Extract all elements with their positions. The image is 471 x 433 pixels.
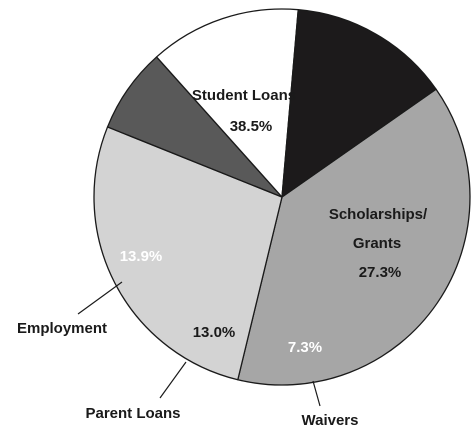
student-loans-name-label: Student Loans (192, 87, 296, 104)
employment-value-label: 13.9% (120, 248, 163, 265)
parent-loans-name-label: Parent Loans (85, 405, 180, 422)
pie-slices (93, 8, 471, 386)
pie-slice-parent-loans (155, 8, 299, 198)
pie-slice-student-loans (237, 88, 471, 386)
employment-leader-line (77, 281, 123, 315)
employment-name-label: Employment (17, 320, 107, 337)
scholarships-name-label-line1: Scholarships/ (329, 206, 428, 223)
pie-slice-employment (281, 9, 437, 198)
scholarships-value-label: 27.3% (359, 264, 402, 281)
waivers-leader-line (312, 380, 321, 407)
waivers-name-label: Waivers (302, 412, 359, 429)
parent-loans-leader-line (159, 361, 187, 399)
scholarships-name-label-line2: Grants (353, 235, 401, 252)
parent-loans-value-label: 13.0% (193, 324, 236, 341)
waivers-value-label: 7.3% (288, 339, 322, 356)
pie-slice-scholarships-grants (93, 126, 283, 381)
student-loans-value-label: 38.5% (230, 118, 273, 135)
